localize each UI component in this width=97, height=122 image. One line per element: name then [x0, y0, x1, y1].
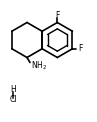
- Text: Cl: Cl: [10, 96, 17, 105]
- Text: F: F: [78, 44, 83, 53]
- Text: F: F: [55, 11, 59, 20]
- Text: H: H: [10, 86, 16, 95]
- Text: NH$_2$: NH$_2$: [31, 59, 47, 72]
